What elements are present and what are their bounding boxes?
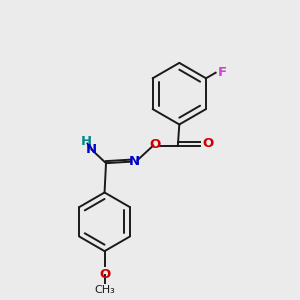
Text: O: O [99,268,110,281]
Text: N: N [86,143,97,156]
Text: N: N [128,155,140,168]
Text: O: O [150,138,161,151]
Text: H: H [80,135,92,148]
Text: CH₃: CH₃ [94,285,115,295]
Text: F: F [218,66,226,79]
Text: O: O [202,137,213,150]
